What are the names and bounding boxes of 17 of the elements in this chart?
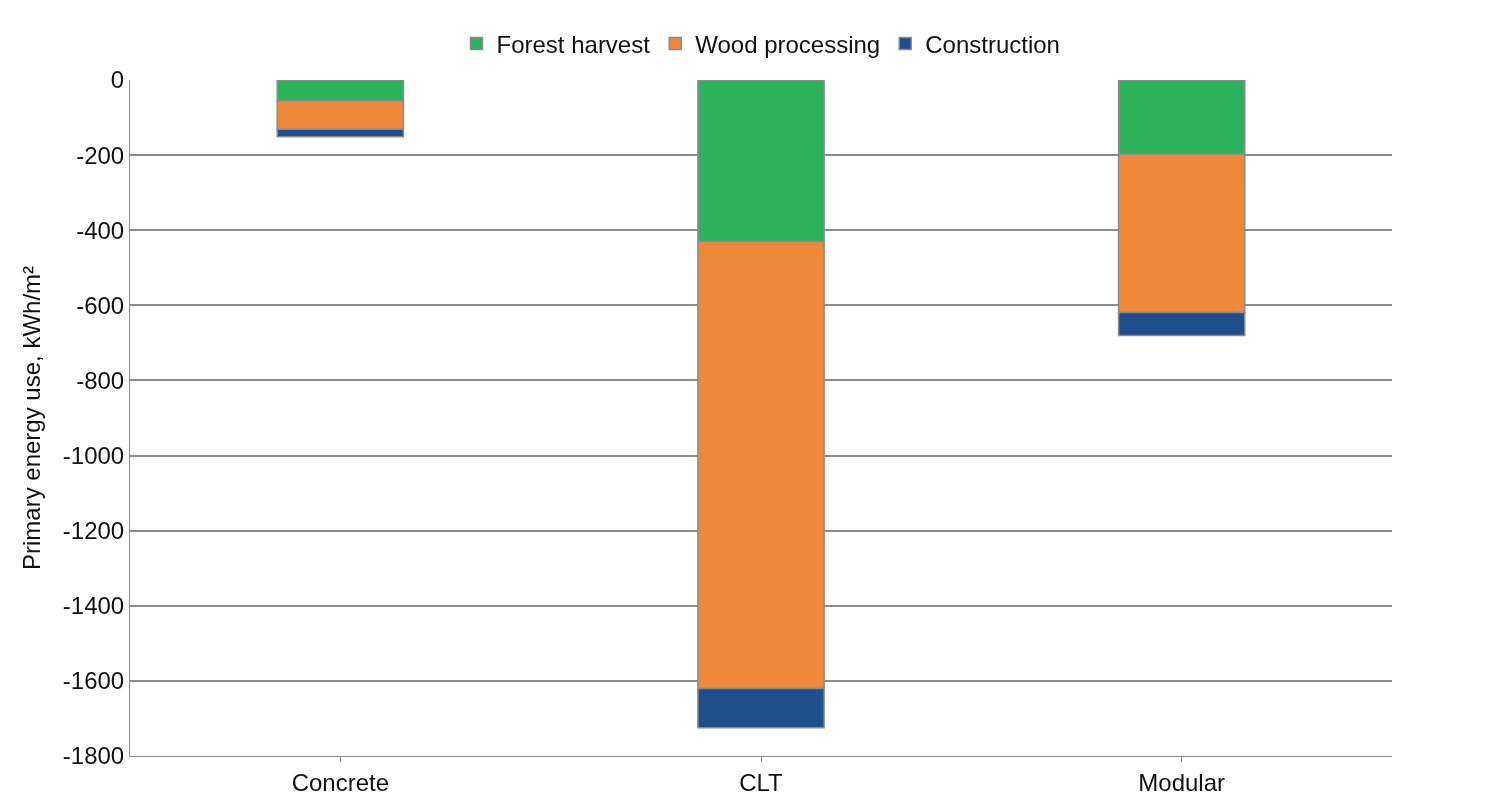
- y-tick-label: -200: [76, 141, 125, 169]
- y-tick-label: -1200: [62, 517, 125, 545]
- y-tick-label: 0: [110, 66, 125, 94]
- y-tick-label: -1800: [62, 742, 125, 770]
- x-tick-label: Concrete: [291, 768, 390, 796]
- legend-label: Forest harvest: [496, 30, 651, 58]
- x-tick-label: Modular: [1138, 768, 1226, 796]
- y-tick-label: -800: [76, 366, 125, 394]
- y-axis-title: Primary energy use, kWh/m²: [17, 265, 45, 571]
- x-tick-label: CLT: [739, 768, 784, 796]
- y-tick-label: -1400: [62, 592, 125, 620]
- y-tick-label: -400: [76, 216, 125, 244]
- y-tick-label: -1600: [62, 667, 125, 695]
- legend-label: Construction: [925, 30, 1060, 58]
- legend-label: Wood processing: [695, 30, 881, 58]
- y-tick-label: -600: [76, 291, 125, 319]
- y-tick-label: -1000: [62, 441, 125, 469]
